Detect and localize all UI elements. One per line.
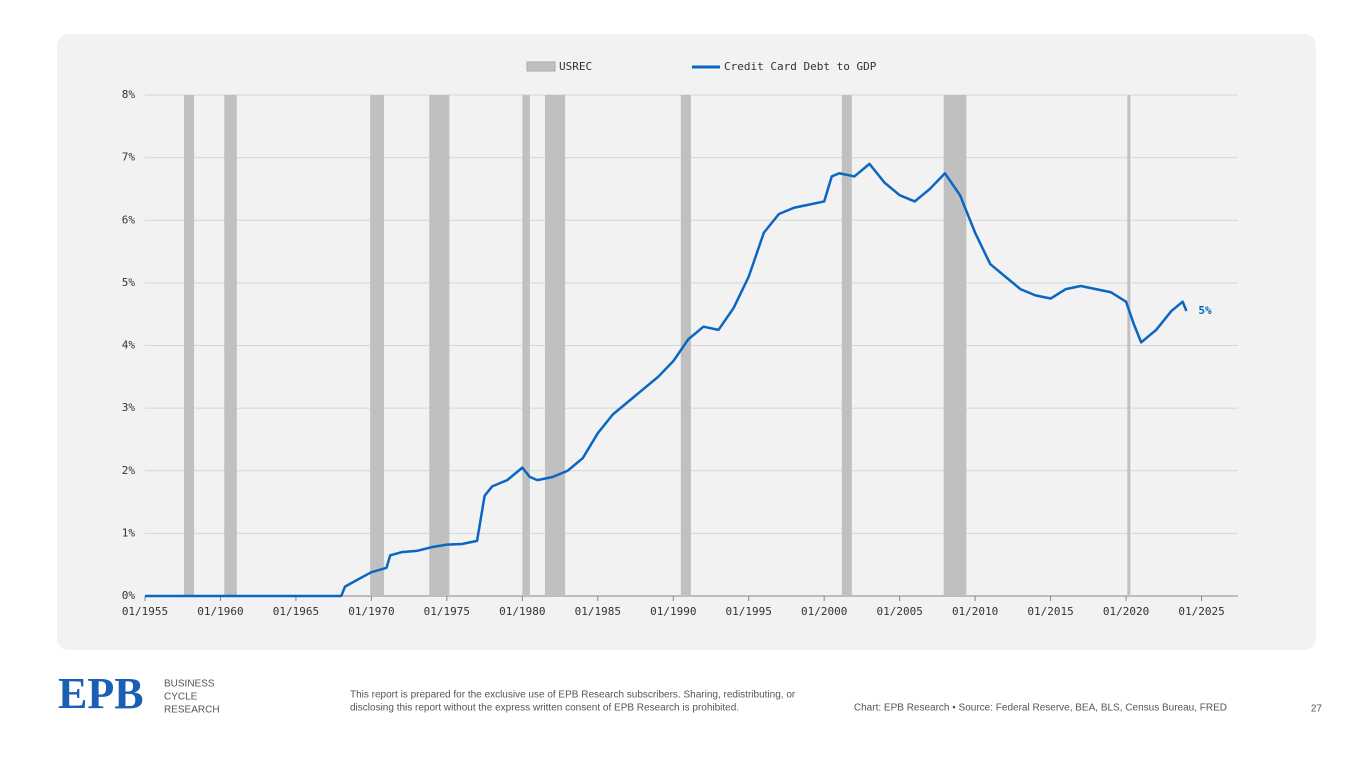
x-tick-label: 01/2015 — [1027, 605, 1073, 618]
recession-band — [370, 95, 384, 596]
disclaimer: This report is prepared for the exclusiv… — [350, 690, 796, 701]
recession-band — [680, 95, 691, 596]
x-tick-label: 01/1970 — [348, 605, 394, 618]
y-tick-label: 1% — [122, 526, 136, 539]
x-tick-label: 01/2020 — [1103, 605, 1149, 618]
x-tick-label: 01/2000 — [801, 605, 847, 618]
x-tick-label: 01/1990 — [650, 605, 696, 618]
recession-band — [183, 95, 195, 596]
x-tick-label: 01/2025 — [1178, 605, 1224, 618]
recession-band — [429, 95, 450, 596]
y-tick-label: 5% — [122, 276, 136, 289]
y-tick-label: 0% — [122, 589, 136, 602]
y-tick-label: 4% — [122, 339, 136, 352]
x-tick-label: 01/1975 — [424, 605, 470, 618]
x-tick-label: 01/2005 — [876, 605, 922, 618]
recession-band — [1127, 95, 1131, 596]
source: Chart: EPB Research • Source: Federal Re… — [854, 703, 1227, 714]
y-tick-label: 2% — [122, 464, 136, 477]
brand-line: BUSINESS — [164, 679, 215, 690]
legend-label: Credit Card Debt to GDP — [724, 60, 877, 73]
disclaimer: disclosing this report without the expre… — [350, 703, 739, 714]
logo: EPB — [58, 669, 144, 718]
y-tick-label: 6% — [122, 213, 136, 226]
value-label: 5% — [1198, 304, 1212, 317]
page-number: 27 — [1311, 704, 1323, 715]
brand-line: RESEARCH — [164, 705, 220, 716]
x-tick-label: 01/1965 — [273, 605, 319, 618]
recession-band — [841, 95, 852, 596]
recession-band — [943, 95, 967, 596]
x-tick-label: 01/1960 — [197, 605, 243, 618]
recession-band — [544, 95, 566, 596]
x-tick-label: 01/2010 — [952, 605, 998, 618]
x-tick-label: 01/1995 — [726, 605, 772, 618]
brand-line: CYCLE — [164, 692, 198, 703]
data-line — [145, 162, 1188, 598]
y-tick-label: 8% — [122, 88, 136, 101]
recession-band — [224, 95, 237, 596]
y-tick-label: 7% — [122, 151, 136, 164]
x-tick-label: 01/1985 — [575, 605, 621, 618]
y-tick-label: 3% — [122, 401, 136, 414]
x-tick-label: 01/1955 — [122, 605, 168, 618]
x-tick-label: 01/1980 — [499, 605, 545, 618]
recession-band — [522, 95, 530, 596]
legend-label: USREC — [559, 60, 592, 73]
legend-swatch — [526, 61, 556, 72]
